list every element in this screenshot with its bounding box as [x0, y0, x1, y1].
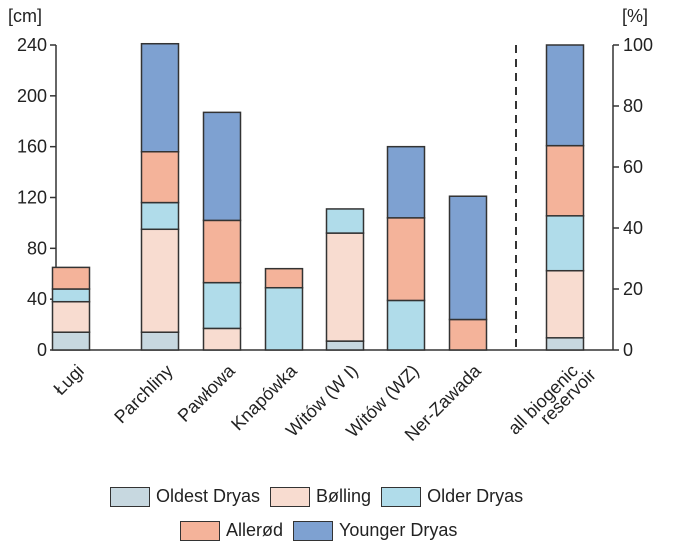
bar-segment-older-dryas-5 [386, 299, 426, 351]
legend-label: Older Dryas [427, 486, 524, 506]
bar-segment-oldest-dryas-all [545, 337, 585, 351]
legend-label: Younger Dryas [339, 520, 458, 540]
bar-segment-older-dryas-4 [325, 208, 365, 234]
bar-segment-b-lling-0 [51, 300, 91, 333]
x-category-label: Ługi [50, 361, 88, 399]
y-tick-label-right: 0 [623, 340, 633, 360]
bar-segment-older-dryas-2 [202, 281, 242, 330]
bar-segment-oldest-dryas-4 [325, 340, 365, 351]
bar-segment-aller-d-6 [448, 318, 488, 351]
y-axis-right-unit: [%] [622, 6, 648, 26]
bar-segment-younger-dryas-6 [448, 195, 488, 321]
bar-segment-younger-dryas-1 [140, 42, 180, 153]
y-tick-label-right: 80 [623, 96, 643, 116]
y-tick-label-left: 40 [27, 289, 47, 309]
bar-segment-b-lling-2 [202, 327, 242, 351]
legend-label: Bølling [316, 486, 372, 506]
y-tick-label-right: 100 [623, 35, 653, 55]
legend-swatch [381, 486, 422, 507]
legend-swatch [293, 520, 334, 541]
bar-segment-aller-d-3 [264, 267, 304, 289]
bars-layer [51, 42, 585, 351]
bar-segment-aller-d-all [545, 144, 585, 217]
bar-segment-aller-d-2 [202, 219, 242, 284]
bar-segment-oldest-dryas-1 [140, 331, 180, 351]
bar-segment-younger-dryas-5 [386, 145, 426, 219]
y-axis-left-unit: [cm] [8, 6, 42, 26]
legend-row-1: Oldest Dryas Bølling Older Dryas [110, 486, 533, 507]
bar-segment-older-dryas-0 [51, 288, 91, 303]
y-tick-label-right: 40 [623, 218, 643, 238]
y-tick-label-right: 20 [623, 279, 643, 299]
bar-segment-aller-d-0 [51, 266, 91, 290]
legend-item: Oldest Dryas [110, 486, 260, 507]
bar-segment-aller-d-1 [140, 151, 180, 204]
legend-swatch [110, 486, 150, 507]
bar-segment-b-lling-4 [325, 232, 365, 342]
stacked-bar-chart: 0 40 80 120 160 200 240 0 20 40 60 80 100 [cm] [%] Ługi… [8, 6, 653, 445]
legend-swatch [270, 486, 311, 507]
legend-label: Allerød [226, 520, 284, 540]
legend-row-2: Allerød Younger Dryas [180, 520, 467, 541]
bar-segment-b-lling-all [545, 269, 585, 339]
bar-segment-younger-dryas-2 [202, 111, 242, 222]
x-category-label: Pawłowa [174, 360, 240, 426]
legend-item: Younger Dryas [293, 520, 457, 541]
y-tick-label-left: 80 [27, 238, 47, 258]
legend-label: Oldest Dryas [156, 486, 261, 506]
bar-segment-older-dryas-all [545, 215, 585, 272]
bar-segment-younger-dryas-all [545, 44, 585, 147]
bar-segment-b-lling-1 [140, 228, 180, 333]
bar-segment-aller-d-5 [386, 217, 426, 302]
bar-segment-older-dryas-3 [264, 286, 304, 351]
y-tick-label-left: 160 [17, 137, 47, 157]
y-tick-label-right: 60 [623, 157, 643, 177]
bar-segment-older-dryas-1 [140, 201, 180, 231]
y-tick-label-left: 120 [17, 188, 47, 208]
y-tick-label-left: 0 [37, 340, 47, 360]
legend-item: Older Dryas [381, 486, 523, 507]
y-tick-label-left: 240 [17, 35, 47, 55]
legend-item: Allerød [180, 520, 283, 541]
y-tick-label-left: 200 [17, 86, 47, 106]
legend-swatch [180, 520, 220, 541]
x-category-label: Parchliny [110, 361, 176, 427]
legend-item: Bølling [270, 486, 371, 507]
bar-segment-oldest-dryas-0 [51, 331, 91, 351]
